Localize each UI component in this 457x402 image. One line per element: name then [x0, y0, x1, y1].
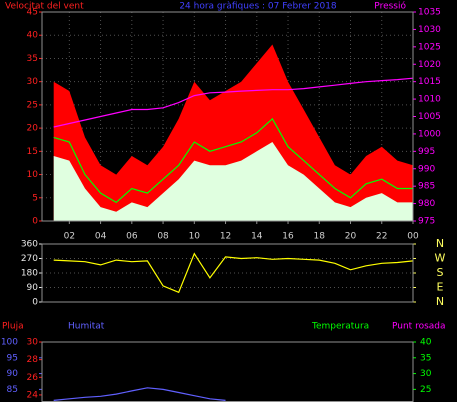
y3-tick-label: 30	[27, 338, 39, 348]
y2-tick-label: 1000	[418, 129, 441, 139]
y3-tick-label: 28	[27, 355, 39, 365]
y3-tick-label: 24	[27, 390, 39, 400]
y2-tick-label: 30	[420, 369, 432, 379]
humidity-label: Humitat	[68, 322, 105, 332]
y2-tick-label: N	[436, 295, 444, 308]
y2-tick-label: E	[437, 281, 444, 294]
y2-tick-label: 1015	[418, 77, 441, 87]
y-tick-label: 95	[7, 353, 18, 363]
x-tick-label: 18	[314, 232, 326, 242]
y-tick-label: 20	[27, 124, 39, 134]
y2-tick-label: 25	[420, 385, 431, 395]
temperature-label: Temperatura	[311, 322, 369, 332]
y-tick-label: 0	[32, 217, 38, 227]
y-tick-label: 5	[32, 193, 38, 203]
x-tick-label: 14	[251, 232, 263, 242]
rain-label: Pluja	[2, 322, 24, 332]
x-tick-label: 02	[64, 232, 75, 242]
x-tick-label: 16	[282, 232, 294, 242]
series-area	[53, 142, 413, 221]
y-tick-label: 45	[27, 8, 38, 18]
y2-tick-label: 975	[418, 217, 435, 227]
y-tick-label: 35	[27, 54, 38, 64]
y2-tick-label: 1035	[418, 8, 441, 18]
y-tick-label: 100	[1, 338, 18, 348]
y3-tick-label: 26	[27, 373, 39, 383]
y2-tick-label: N	[436, 237, 444, 250]
x-tick-label: 06	[126, 232, 138, 242]
x-tick-label: 12	[220, 232, 231, 242]
y2-tick-label: 40	[420, 338, 432, 348]
series-line	[53, 387, 226, 401]
y2-tick-label: W	[435, 252, 446, 265]
y2-tick-label: 985	[418, 182, 435, 192]
wind-axis-label: Velocitat del vent	[5, 2, 84, 12]
dew-point-label: Punt rosada	[392, 322, 446, 332]
y2-tick-label: 1030	[418, 25, 441, 35]
y2-tick-label: 980	[418, 199, 435, 209]
y-tick-label: 40	[27, 31, 39, 41]
x-tick-label: 10	[189, 232, 201, 242]
y-tick-label: 270	[21, 254, 38, 264]
chart-title: 24 hora gràfiques : 07 Febrer 2018	[179, 2, 337, 12]
series-line	[53, 252, 414, 294]
y-tick-label: 15	[27, 147, 38, 157]
y-tick-label: 25	[27, 100, 38, 110]
x-tick-label: 04	[95, 232, 107, 242]
y2-tick-label: 35	[420, 353, 431, 363]
y-tick-label: 90	[27, 283, 39, 293]
y2-tick-label: S	[437, 266, 444, 279]
y-tick-label: 10	[27, 170, 39, 180]
x-tick-label: 08	[157, 232, 169, 242]
y2-tick-label: 1010	[418, 95, 441, 105]
y-tick-label: 180	[21, 269, 38, 279]
plot-frame	[41, 11, 414, 222]
y-tick-label: 30	[27, 77, 39, 87]
series-line	[53, 117, 413, 204]
y2-tick-label: 1025	[418, 42, 441, 52]
y2-tick-label: 1005	[418, 112, 441, 122]
y-tick-label: 0	[32, 298, 38, 308]
y-tick-label: 90	[7, 369, 19, 379]
y-tick-label: 360	[21, 240, 38, 250]
x-tick-label: 20	[345, 232, 357, 242]
series-line	[53, 77, 414, 128]
plot-frame	[41, 243, 414, 303]
y2-tick-label: 1020	[418, 60, 441, 70]
series-area	[53, 44, 413, 221]
y-tick-label: 85	[7, 385, 18, 395]
x-tick-label: 00	[407, 232, 419, 242]
pressure-axis-label: Pressió	[374, 1, 406, 12]
y2-tick-label: 995	[418, 147, 435, 157]
y2-tick-label: 990	[418, 164, 435, 174]
x-tick-label: 22	[376, 232, 387, 242]
